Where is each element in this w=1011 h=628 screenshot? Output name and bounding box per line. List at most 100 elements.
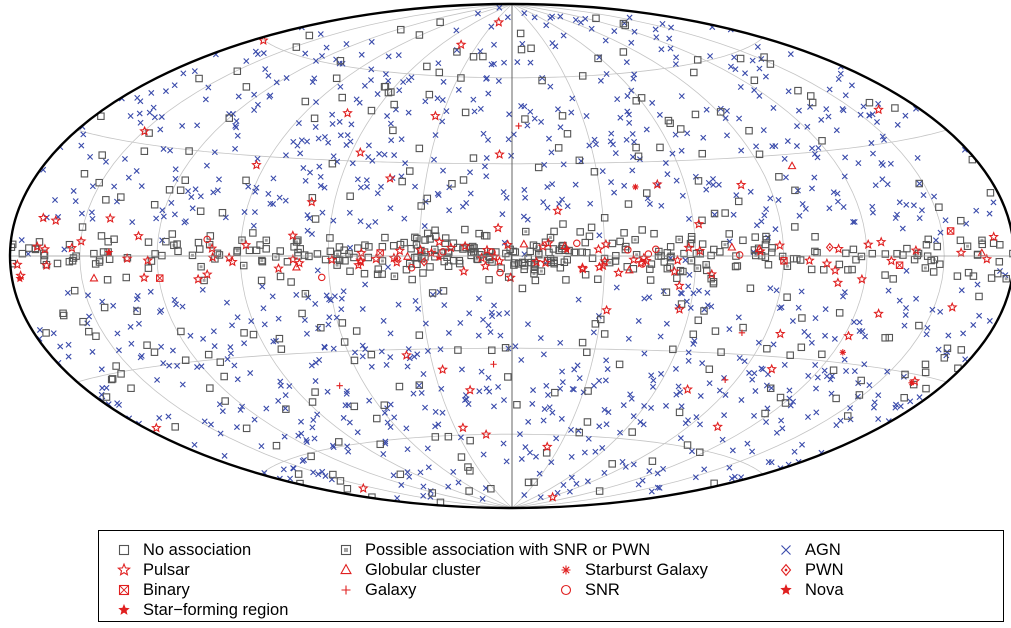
point-marker bbox=[621, 182, 628, 189]
point-marker bbox=[750, 76, 759, 85]
point-marker bbox=[171, 296, 178, 303]
point-marker bbox=[738, 147, 745, 154]
point-marker bbox=[780, 257, 788, 265]
legend-item-pulsar: Pulsar bbox=[113, 560, 190, 580]
point-marker bbox=[520, 261, 529, 270]
point-marker bbox=[529, 400, 536, 407]
point-marker bbox=[162, 88, 169, 95]
point-marker bbox=[923, 331, 930, 338]
point-marker bbox=[946, 227, 955, 235]
point-marker bbox=[814, 374, 821, 381]
point-marker bbox=[348, 121, 355, 128]
point-marker bbox=[910, 244, 922, 255]
point-marker bbox=[549, 181, 556, 188]
point-marker bbox=[441, 239, 449, 247]
point-marker bbox=[594, 54, 602, 63]
point-marker bbox=[841, 173, 848, 180]
point-marker bbox=[426, 247, 437, 258]
point-marker bbox=[695, 287, 702, 294]
point-marker-fill bbox=[242, 264, 246, 268]
point-marker bbox=[518, 455, 525, 462]
point-marker bbox=[137, 98, 144, 105]
point-marker bbox=[365, 222, 372, 229]
point-marker bbox=[391, 414, 398, 421]
point-marker-fill bbox=[172, 243, 176, 247]
point-marker bbox=[59, 311, 68, 320]
point-marker bbox=[270, 175, 277, 182]
point-marker bbox=[726, 464, 733, 471]
point-marker bbox=[57, 343, 64, 350]
point-marker bbox=[946, 301, 958, 312]
point-marker bbox=[616, 237, 624, 246]
point-marker bbox=[415, 305, 422, 312]
point-marker bbox=[479, 52, 487, 61]
point-marker bbox=[128, 340, 135, 347]
point-marker bbox=[402, 160, 409, 167]
point-marker bbox=[308, 362, 315, 369]
point-marker bbox=[311, 75, 318, 82]
point-marker bbox=[841, 356, 848, 363]
point-marker bbox=[415, 331, 424, 339]
point-marker bbox=[558, 112, 567, 120]
point-marker bbox=[168, 230, 177, 238]
point-marker bbox=[811, 233, 819, 241]
point-marker bbox=[622, 463, 629, 470]
point-marker bbox=[217, 430, 224, 437]
point-marker bbox=[265, 72, 272, 79]
point-marker bbox=[590, 168, 599, 176]
point-marker bbox=[704, 289, 711, 296]
legend-item-no-association: No association bbox=[113, 540, 251, 560]
point-marker bbox=[821, 367, 828, 374]
point-marker bbox=[387, 120, 394, 127]
point-marker bbox=[275, 334, 284, 343]
point-marker bbox=[428, 489, 437, 497]
point-marker bbox=[915, 321, 923, 330]
point-marker bbox=[731, 262, 740, 271]
asterisk-icon bbox=[561, 565, 571, 575]
point-marker bbox=[317, 323, 325, 332]
point-marker bbox=[446, 207, 453, 214]
point-marker bbox=[831, 335, 838, 342]
point-marker-fill bbox=[470, 251, 473, 254]
point-marker bbox=[492, 222, 504, 233]
point-marker bbox=[347, 244, 354, 251]
point-marker bbox=[502, 249, 510, 258]
point-marker bbox=[201, 418, 208, 425]
point-marker bbox=[505, 136, 512, 143]
point-marker bbox=[804, 123, 811, 130]
point-marker bbox=[525, 418, 532, 425]
point-marker bbox=[914, 154, 921, 161]
point-marker bbox=[726, 326, 733, 333]
point-marker bbox=[488, 346, 496, 355]
point-marker bbox=[470, 96, 477, 103]
point-marker bbox=[250, 222, 257, 229]
point-marker bbox=[593, 141, 600, 148]
point-marker bbox=[960, 330, 967, 337]
point-marker bbox=[449, 256, 458, 265]
point-marker bbox=[233, 246, 242, 255]
point-marker bbox=[548, 459, 555, 466]
point-marker bbox=[504, 310, 511, 317]
point-marker bbox=[485, 136, 492, 143]
point-marker bbox=[129, 219, 136, 226]
point-marker bbox=[485, 90, 492, 97]
point-marker bbox=[474, 10, 481, 17]
point-marker bbox=[378, 183, 384, 190]
point-marker bbox=[943, 344, 952, 353]
point-marker bbox=[603, 71, 610, 77]
point-marker bbox=[825, 242, 834, 253]
point-marker bbox=[384, 172, 396, 183]
point-marker bbox=[692, 474, 699, 481]
point-marker bbox=[151, 114, 158, 121]
point-marker bbox=[135, 320, 142, 327]
point-marker bbox=[440, 167, 447, 174]
point-marker bbox=[309, 424, 316, 431]
point-marker bbox=[441, 234, 450, 242]
point-marker bbox=[981, 253, 993, 264]
point-marker bbox=[730, 211, 737, 218]
point-marker bbox=[513, 401, 521, 409]
point-marker bbox=[502, 239, 514, 250]
point-marker bbox=[404, 363, 411, 370]
point-marker bbox=[918, 207, 925, 214]
point-marker bbox=[660, 465, 667, 472]
